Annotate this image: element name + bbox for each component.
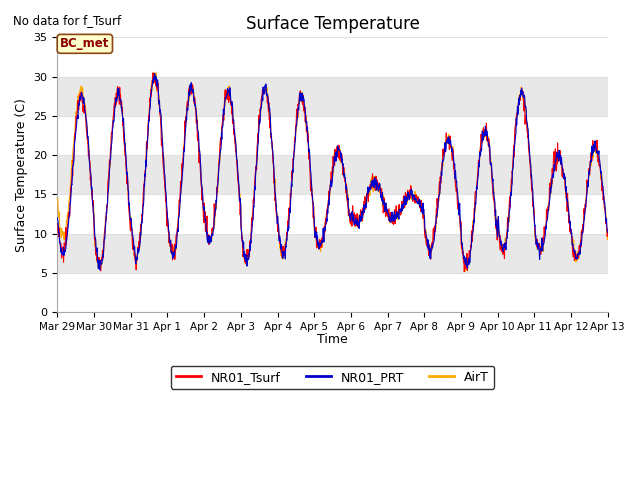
Bar [58,155,608,194]
Bar [58,234,608,273]
Text: BC_met: BC_met [60,37,109,50]
Legend: NR01_Tsurf, NR01_PRT, AirT: NR01_Tsurf, NR01_PRT, AirT [171,366,494,389]
Bar [58,77,608,116]
Text: No data for f_Tsurf: No data for f_Tsurf [13,14,121,27]
Y-axis label: Surface Temperature (C): Surface Temperature (C) [15,98,28,252]
X-axis label: Time: Time [317,334,348,347]
Title: Surface Temperature: Surface Temperature [246,15,419,33]
